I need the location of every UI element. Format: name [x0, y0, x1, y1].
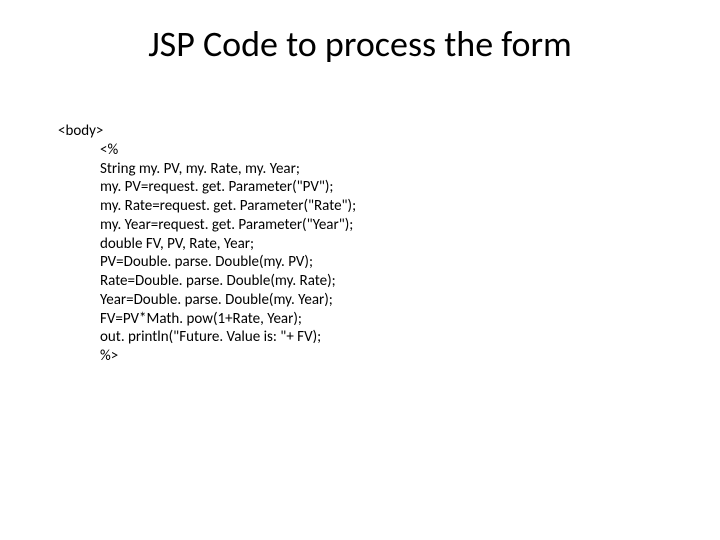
- code-line: my. PV=request. get. Parameter("PV");: [58, 178, 356, 197]
- code-line: <%: [58, 141, 356, 160]
- code-line: my. Rate=request. get. Parameter("Rate")…: [58, 197, 356, 216]
- code-line: my. Year=request. get. Parameter("Year")…: [58, 216, 356, 235]
- code-line: Year=Double. parse. Double(my. Year);: [58, 291, 356, 310]
- code-line: Rate=Double. parse. Double(my. Rate);: [58, 272, 356, 291]
- code-block: <body><%String my. PV, my. Rate, my. Yea…: [58, 122, 356, 366]
- code-line: String my. PV, my. Rate, my. Year;: [58, 160, 356, 179]
- slide: JSP Code to process the form <body><%Str…: [0, 0, 720, 540]
- slide-title: JSP Code to process the form: [0, 22, 720, 66]
- code-line: %>: [58, 347, 356, 366]
- code-line: out. println("Future. Value is: "+ FV);: [58, 328, 356, 347]
- code-line: PV=Double. parse. Double(my. PV);: [58, 253, 356, 272]
- code-line: double FV, PV, Rate, Year;: [58, 235, 356, 254]
- code-line: <body>: [58, 122, 356, 141]
- code-line: FV=PV*Math. pow(1+Rate, Year);: [58, 310, 356, 329]
